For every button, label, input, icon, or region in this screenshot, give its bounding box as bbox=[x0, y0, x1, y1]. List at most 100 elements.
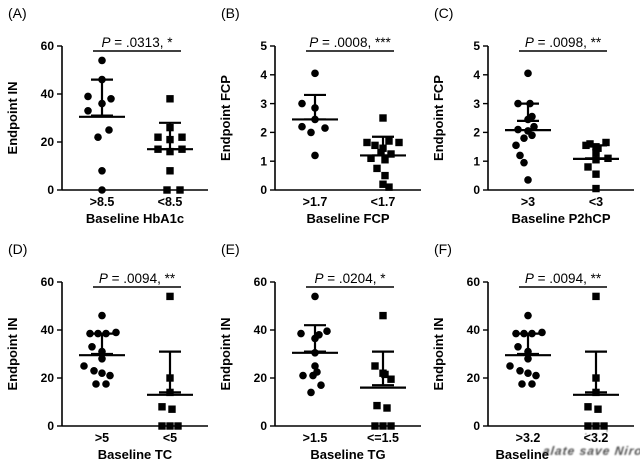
y-axis-tick-label: 20 bbox=[41, 371, 55, 385]
p-value-label: P = .0098, ** bbox=[525, 35, 602, 50]
y-axis-tick-label: 5 bbox=[473, 39, 480, 53]
y-axis-tick-label: 0 bbox=[47, 419, 54, 433]
p-value-label: P = .0094, ** bbox=[99, 271, 176, 286]
scatter-plot-fcp: 0 1 2 3 4 5 Endpoint FCP P = .0008, *** >1.7 <1.7… bbox=[218, 35, 421, 226]
group-label: <8.5 bbox=[158, 195, 183, 209]
data-point-circle bbox=[512, 329, 520, 338]
data-point-square bbox=[367, 154, 375, 163]
data-point-circle bbox=[298, 122, 306, 131]
data-point-circle bbox=[84, 92, 92, 101]
scatter-plot-tc: 0 20 40 60 Endpoint IN P = .0094, ** >5 <5 Basel… bbox=[5, 271, 208, 462]
data-point-circle bbox=[524, 115, 532, 124]
data-point-square bbox=[582, 141, 590, 150]
y-axis-title: Endpoint IN bbox=[218, 318, 233, 391]
data-point-circle bbox=[311, 334, 319, 343]
x-axis-title: Baseline FCP bbox=[306, 211, 389, 226]
data-point-circle bbox=[102, 329, 110, 338]
data-point-circle bbox=[311, 151, 319, 160]
data-point-square bbox=[379, 114, 387, 122]
data-point-circle bbox=[514, 343, 522, 351]
data-point-square bbox=[158, 403, 166, 411]
data-point-circle bbox=[516, 367, 524, 375]
x-axis-title: Baseline bbox=[496, 447, 549, 462]
data-point-square bbox=[385, 183, 393, 191]
data-point-circle bbox=[311, 104, 319, 112]
data-point-circle bbox=[98, 369, 106, 377]
data-point-square bbox=[592, 184, 600, 193]
y-axis-tick-label: 3 bbox=[473, 97, 480, 111]
data-point-circle bbox=[321, 124, 329, 132]
data-point-circle bbox=[512, 141, 520, 150]
data-point-square bbox=[166, 374, 174, 382]
data-point-circle bbox=[98, 75, 106, 84]
data-point-circle bbox=[520, 158, 528, 167]
data-point-circle bbox=[528, 329, 536, 338]
group-label: <5 bbox=[163, 431, 177, 445]
data-point-circle bbox=[520, 329, 528, 338]
watermark-text: alate save Nirob bbox=[542, 444, 640, 458]
data-point-circle bbox=[90, 367, 98, 375]
data-point-circle bbox=[307, 388, 315, 397]
group-label: <3.2 bbox=[584, 431, 609, 445]
data-point-square bbox=[600, 422, 608, 430]
data-point-circle bbox=[524, 347, 532, 356]
p-value-label: P = .0008, *** bbox=[309, 35, 391, 50]
data-point-square bbox=[166, 167, 174, 175]
y-axis-tick-label: 60 bbox=[254, 275, 268, 289]
panel-letter-d: (D) bbox=[8, 241, 28, 257]
data-point-circle bbox=[311, 349, 319, 357]
data-point-square bbox=[584, 163, 592, 171]
y-axis-title: Endpoint FCP bbox=[431, 75, 446, 161]
y-axis-tick-label: 40 bbox=[41, 87, 55, 101]
data-point-circle bbox=[88, 343, 96, 351]
data-point-circle bbox=[538, 328, 546, 337]
data-point-square bbox=[363, 138, 371, 147]
data-point-circle bbox=[520, 134, 528, 142]
data-point-circle bbox=[98, 355, 106, 363]
panel-e: (E) 0 20 40 60 Endpoint IN P = .0204, * >1.5 <=… bbox=[213, 236, 426, 473]
data-point-circle bbox=[530, 122, 538, 131]
group-label: <1.7 bbox=[371, 195, 396, 209]
data-point-square bbox=[379, 144, 387, 152]
data-point-circle bbox=[297, 329, 305, 338]
scatter-plot-panel-f: 0 20 40 60 Endpoint IN P = .0094, ** >3.2 <3.2 B… bbox=[431, 271, 634, 462]
data-point-square bbox=[166, 388, 174, 397]
data-point-circle bbox=[98, 186, 106, 194]
scatter-plot-p2hcp: 0 1 2 3 4 5 Endpoint FCP P = .0098, ** >3 <3 Basel… bbox=[431, 35, 634, 226]
group-label: >5 bbox=[95, 431, 109, 445]
data-point-circle bbox=[514, 125, 522, 134]
x-axis-title: Baseline P2hCP bbox=[512, 211, 611, 226]
data-point-circle bbox=[84, 107, 92, 115]
data-point-circle bbox=[86, 329, 94, 338]
y-axis-tick-label: 0 bbox=[260, 183, 267, 197]
data-point-square bbox=[584, 403, 592, 411]
data-point-square bbox=[174, 422, 182, 430]
watermark-marks: · ··' bbox=[584, 428, 611, 440]
panel-letter-e: (E) bbox=[221, 241, 240, 257]
data-point-circle bbox=[524, 176, 532, 184]
data-point-square bbox=[166, 135, 174, 144]
data-point-square bbox=[371, 422, 379, 430]
data-point-circle bbox=[98, 311, 106, 320]
data-point-square bbox=[592, 374, 600, 382]
data-point-square bbox=[387, 375, 395, 383]
y-axis-title: Endpoint IN bbox=[5, 82, 20, 155]
y-axis-tick-label: 0 bbox=[47, 183, 54, 197]
p-value-label: P = .0094, ** bbox=[525, 271, 602, 286]
data-point-circle bbox=[518, 380, 526, 388]
data-point-circle bbox=[80, 362, 88, 370]
data-point-circle bbox=[317, 381, 325, 389]
y-axis-tick-label: 20 bbox=[467, 371, 481, 385]
data-point-circle bbox=[311, 362, 319, 370]
y-axis-tick-label: 4 bbox=[260, 68, 267, 82]
data-point-circle bbox=[98, 167, 106, 175]
y-axis-title: Endpoint IN bbox=[5, 318, 20, 391]
data-point-square bbox=[604, 154, 612, 163]
y-axis-tick-label: 20 bbox=[41, 135, 55, 149]
data-point-circle bbox=[112, 328, 120, 337]
data-point-square bbox=[602, 138, 610, 147]
data-point-square bbox=[381, 156, 389, 164]
data-point-circle bbox=[298, 99, 306, 108]
group-label: >8.5 bbox=[90, 195, 115, 209]
